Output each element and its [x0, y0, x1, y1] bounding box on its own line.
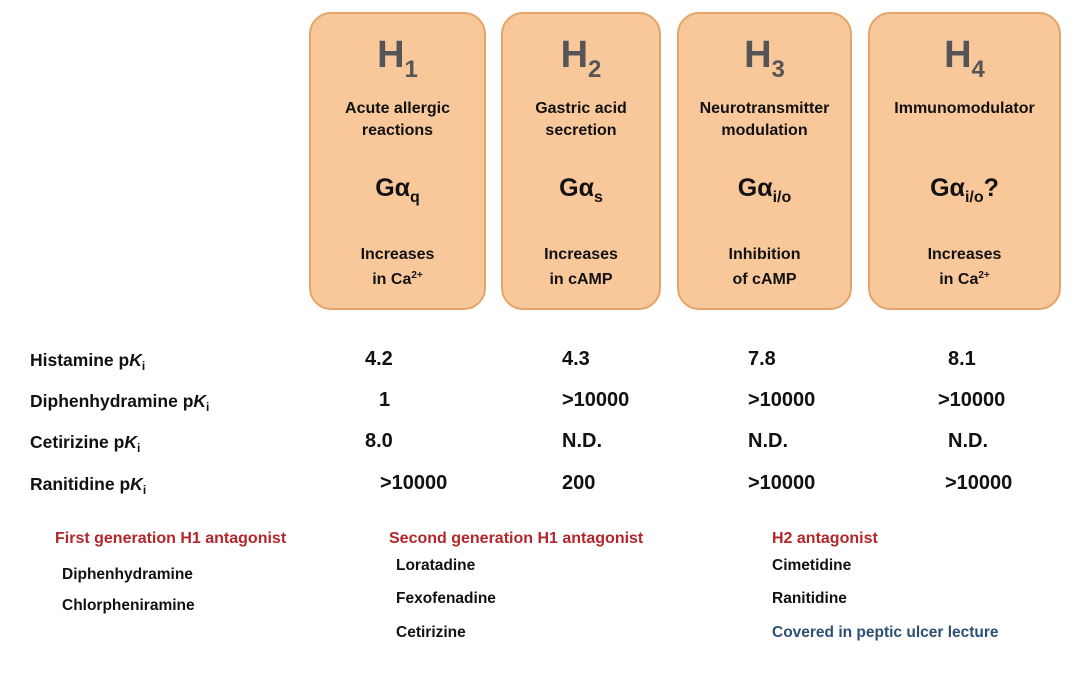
- value-cetirizine-h2: N.D.: [562, 430, 602, 452]
- list-item: Fexofenadine: [396, 590, 496, 607]
- signaling-effect: Inhibition of cAMP: [728, 246, 801, 288]
- row-label-cetirizine: Cetirizine pKi: [30, 432, 141, 455]
- g-protein-coupling: Gαs: [559, 174, 603, 206]
- value-histamine-h3: 7.8: [748, 348, 776, 370]
- signaling-effect: Increases in cAMP: [544, 246, 618, 288]
- value-histamine-h1: 4.2: [365, 348, 393, 370]
- list-item: Ranitidine: [772, 590, 847, 607]
- g-protein-coupling: Gαi/o?: [930, 174, 999, 206]
- receptor-function: Immunomodulator: [894, 100, 1035, 117]
- value-ranitidine-h2: 200: [562, 472, 596, 494]
- list-item: Cimetidine: [772, 557, 852, 574]
- value-ranitidine-h1: >10000: [380, 472, 448, 494]
- value-diphenhydramine-h1: 1: [379, 389, 391, 411]
- value-diphenhydramine-h3: >10000: [748, 389, 816, 411]
- g-protein-coupling: Gαq: [375, 174, 420, 206]
- row-label-histamine: Histamine pKi: [30, 350, 146, 373]
- receptor-name: H4: [944, 34, 985, 83]
- value-diphenhydramine-h2: >10000: [562, 389, 630, 411]
- receptor-card-h1: H1 Acute allergic reactions Gαq Increases…: [309, 12, 486, 310]
- signaling-effect: Increases in Ca2+: [927, 246, 1002, 288]
- value-cetirizine-h1: 8.0: [365, 430, 393, 452]
- value-cetirizine-h4: N.D.: [948, 430, 988, 452]
- list-item: Cetirizine: [396, 624, 466, 641]
- value-ranitidine-h3: >10000: [748, 472, 816, 494]
- h2-antagonist-heading: H2 antagonist: [772, 530, 878, 547]
- receptor-name: H2: [560, 34, 602, 83]
- list-item: Chlorpheniramine: [62, 597, 195, 614]
- signaling-effect: Increases in Ca2+: [360, 246, 435, 288]
- receptor-function: Neurotransmitter modulation: [699, 100, 830, 139]
- value-ranitidine-h4: >10000: [945, 472, 1013, 494]
- peptic-ulcer-note: Covered in peptic ulcer lecture: [772, 624, 999, 641]
- receptor-name: H3: [744, 34, 785, 83]
- first-gen-h1-heading: First generation H1 antagonist: [55, 530, 287, 547]
- value-diphenhydramine-h4: >10000: [938, 389, 1006, 411]
- g-protein-coupling: Gαi/o: [737, 174, 792, 206]
- receptor-name: H1: [377, 34, 418, 83]
- receptor-card-h2: H2 Gastric acid secretion Gαs Increases in…: [501, 12, 661, 310]
- receptor-function: Gastric acid secretion: [535, 100, 627, 139]
- receptor-card-h4: H4 Immunomodulator Gαi/o? Increases in Ca…: [868, 12, 1061, 310]
- list-item: Diphenhydramine: [62, 566, 193, 583]
- row-label-ranitidine: Ranitidine pKi: [30, 474, 147, 497]
- second-gen-h1-heading: Second generation H1 antagonist: [389, 530, 644, 547]
- list-item: Loratadine: [396, 557, 476, 574]
- receptor-card-h3: H3 Neurotransmitter modulation Gαi/o Inhi…: [677, 12, 852, 310]
- value-histamine-h2: 4.3: [562, 348, 590, 370]
- value-cetirizine-h3: N.D.: [748, 430, 788, 452]
- row-label-diphenhydramine: Diphenhydramine pKi: [30, 391, 210, 414]
- receptor-function: Acute allergic reactions: [345, 100, 450, 139]
- value-histamine-h4: 8.1: [948, 348, 976, 370]
